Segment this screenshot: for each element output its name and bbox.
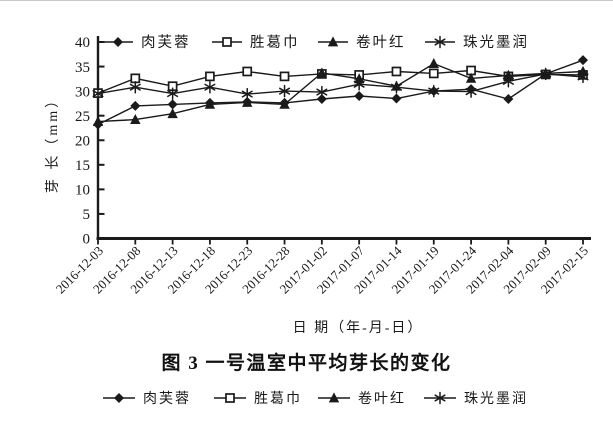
y-tick-label: 15 — [75, 158, 90, 174]
y-tick-label: 40 — [75, 35, 90, 51]
square-marker-icon — [225, 393, 235, 403]
asterisk-marker-icon — [540, 67, 552, 81]
legend-label: 胜葛巾 — [254, 391, 302, 407]
triangle-marker-icon — [242, 96, 253, 107]
asterisk-marker-icon — [502, 75, 514, 88]
legend-item-diamond: 肉芙蓉 — [103, 34, 191, 51]
figure-caption: 图 3 一号温室中平均芽长的变化 — [161, 353, 452, 374]
square-marker-icon — [428, 68, 439, 79]
series-line — [97, 62, 584, 123]
triangle-marker-icon — [204, 98, 216, 109]
diamond-marker-icon — [316, 93, 327, 104]
asterisk-marker-icon — [204, 80, 216, 94]
top-border-line — [0, 0, 613, 1]
series-asterisk — [92, 67, 589, 101]
square-marker-icon — [205, 71, 215, 82]
triangle-marker-icon — [167, 108, 178, 119]
y-axis-title: 芽 长（mm） — [45, 91, 61, 193]
legend-label: 珠光墨润 — [463, 34, 529, 51]
triangle-marker-icon — [465, 72, 477, 83]
x-axis-title: 日 期（年-月-日） — [293, 320, 424, 336]
legend-item-triangle: 卷叶红 — [318, 391, 406, 407]
y-tick-label: 35 — [75, 60, 90, 76]
diamond-marker-icon — [113, 37, 123, 47]
y-axis-ticks: 0 5 10 15 20 25 30 35 40 — [75, 35, 105, 248]
asterisk-marker-icon — [241, 87, 253, 101]
triangle-marker-icon — [327, 36, 339, 47]
asterisk-marker-icon — [428, 84, 440, 98]
diamond-marker-icon — [503, 93, 514, 104]
legend-item-open-square: 胜葛巾 — [214, 391, 302, 407]
series-line — [97, 59, 584, 126]
asterisk-marker-icon — [390, 80, 403, 94]
triangle-marker-icon — [503, 69, 514, 80]
legend-label: 肉芙蓉 — [141, 34, 191, 51]
triangle-marker-icon — [316, 67, 328, 78]
triangle-marker-icon — [130, 114, 141, 125]
legend-top: 肉芙蓉 胜葛巾 卷叶红 珠光墨润 — [103, 34, 529, 51]
triangle-marker-icon — [428, 58, 439, 69]
asterisk-marker-icon — [434, 391, 446, 405]
asterisk-marker-icon — [278, 84, 291, 98]
square-marker-icon — [222, 37, 232, 47]
legend-label: 卷叶红 — [356, 34, 406, 51]
asterisk-marker-icon — [434, 35, 446, 49]
square-marker-icon — [242, 66, 253, 77]
diamond-marker-icon — [391, 93, 402, 104]
diamond-marker-icon — [167, 99, 178, 110]
legend-bottom: 肉芙蓉 胜葛巾 卷叶红 珠光墨润 — [103, 390, 528, 407]
legend-label: 胜葛巾 — [250, 34, 300, 51]
asterisk-marker-icon — [465, 85, 477, 98]
legend-label: 卷叶红 — [358, 391, 406, 407]
asterisk-marker-icon — [129, 80, 141, 94]
legend-label: 珠光墨润 — [464, 391, 528, 407]
diamond-marker-icon — [114, 393, 124, 403]
legend-item-diamond: 肉芙蓉 — [103, 390, 191, 407]
y-tick-label: 0 — [83, 232, 91, 248]
asterisk-marker-icon — [316, 85, 328, 99]
series-line — [97, 73, 584, 95]
y-tick-label: 20 — [75, 133, 90, 149]
diamond-marker-icon — [354, 91, 365, 102]
diamond-marker-icon — [130, 100, 141, 111]
asterisk-marker-icon — [167, 87, 179, 100]
y-tick-label: 5 — [83, 207, 91, 223]
square-marker-icon — [391, 66, 402, 77]
legend-item-open-square: 胜葛巾 — [212, 34, 300, 51]
legend-item-triangle: 卷叶红 — [318, 34, 406, 51]
triangle-marker-icon — [279, 98, 290, 109]
y-tick-label: 30 — [75, 84, 90, 100]
line-chart: 0 5 10 15 20 25 30 35 40 2016-12-032016-12-082016… — [45, 34, 591, 336]
legend-label: 肉芙蓉 — [143, 390, 191, 407]
legend-item-asterisk: 珠光墨润 — [425, 34, 529, 51]
x-axis-ticks: 2016-12-032016-12-082016-12-132016-12-18… — [53, 238, 591, 297]
asterisk-marker-icon — [577, 70, 589, 84]
y-tick-label: 10 — [75, 183, 90, 199]
axes — [96, 36, 591, 240]
asterisk-marker-icon — [353, 77, 365, 91]
asterisk-marker-icon — [92, 87, 104, 100]
square-marker-icon — [279, 71, 290, 82]
legend-item-asterisk: 珠光墨润 — [424, 391, 528, 407]
y-tick-label: 25 — [75, 109, 90, 125]
diamond-marker-icon — [578, 55, 588, 66]
triangle-marker-icon — [328, 392, 340, 403]
triangle-marker-icon — [92, 115, 104, 126]
